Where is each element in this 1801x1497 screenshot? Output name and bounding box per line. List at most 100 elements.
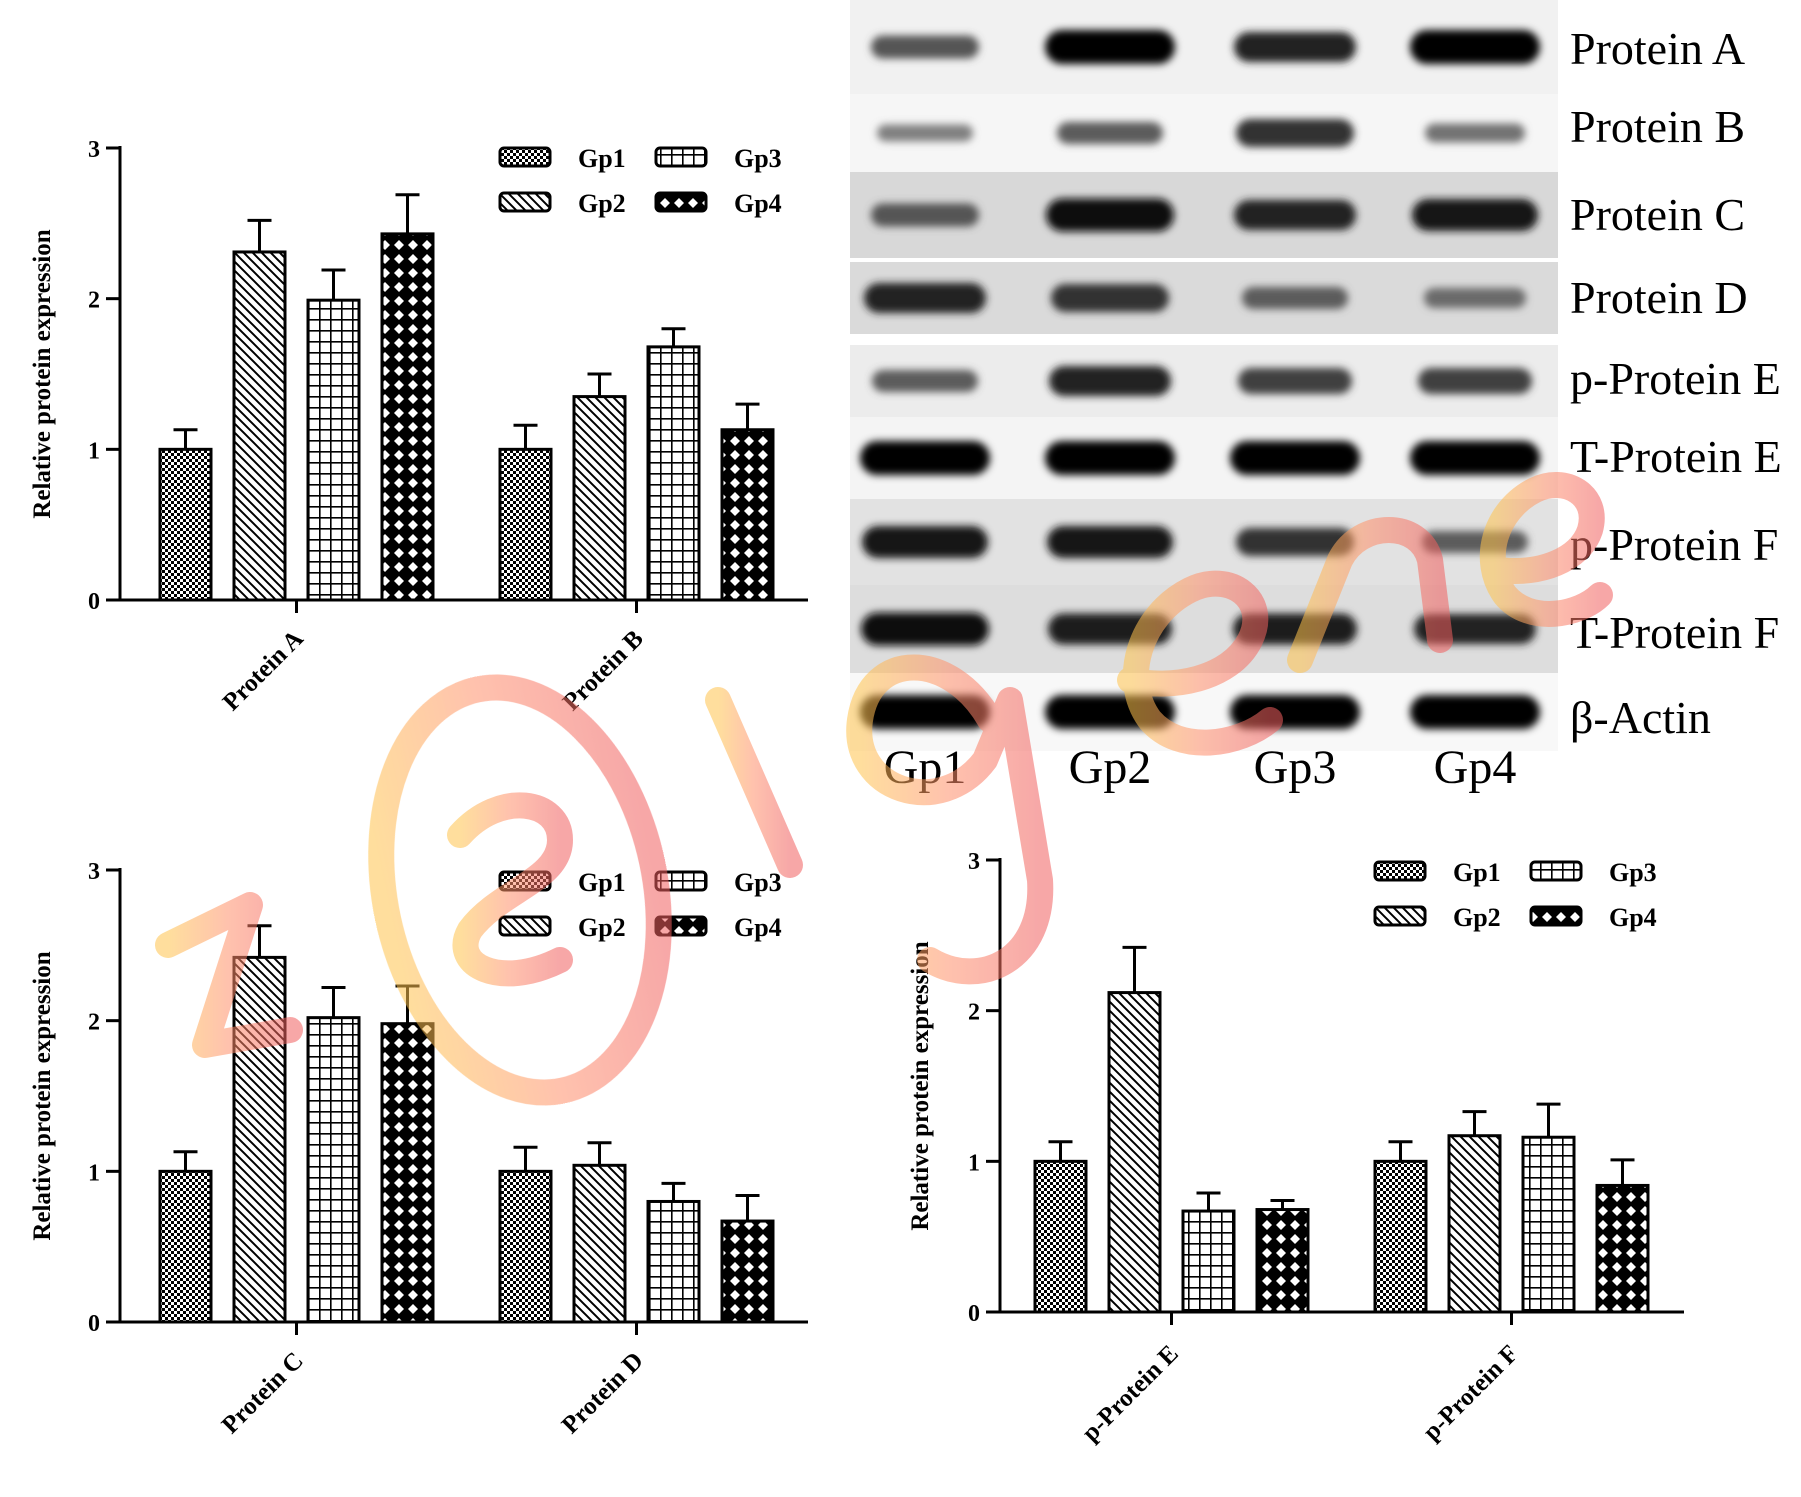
bar-gp1-protein-c <box>158 1169 213 1324</box>
y-axis-label: Relative protein expression <box>29 951 56 1240</box>
band-p-protein-e-gp1 <box>872 370 978 392</box>
bar-gp3-protein-d <box>646 1199 701 1324</box>
band-protein-d-gp1 <box>864 283 986 313</box>
x-category-label: Protein C <box>217 1347 309 1439</box>
legend-swatch-gp1 <box>498 146 552 168</box>
legend-swatch-gp4 <box>1529 905 1583 927</box>
band-protein-c-gp4 <box>1412 199 1538 231</box>
blot-row-label: p-Protein F <box>1570 519 1778 570</box>
bar-gp3-p-protein-f <box>1521 1135 1576 1314</box>
legend-label-gp1: Gp1 <box>578 144 626 173</box>
legend-swatch-gp2 <box>498 191 552 213</box>
y-tick-label: 3 <box>968 849 980 875</box>
band-p-protein-f-gp1 <box>862 526 988 558</box>
blot-row-labels: Protein A Protein B Protein C Protein D p-Pr… <box>1570 23 1782 743</box>
legend-label-gp4: Gp4 <box>734 913 782 942</box>
band-p-protein-e-gp2 <box>1049 366 1171 396</box>
band-protein-d-gp4 <box>1424 288 1526 308</box>
legend-swatch-gp3 <box>1529 860 1583 882</box>
bar-gp2-protein-d <box>572 1163 627 1324</box>
y-tick-label: 0 <box>968 1301 980 1327</box>
legend-label-gp2: Gp2 <box>578 913 626 942</box>
x-category-label: Protein D <box>557 1347 649 1439</box>
legend-label-gp2: Gp2 <box>578 189 626 218</box>
x-category-label: Protein A <box>218 625 309 716</box>
y-tick-label: 1 <box>968 1150 980 1176</box>
bar-gp2-p-protein-e <box>1107 991 1162 1314</box>
blot-lane-label: Gp3 <box>1254 741 1337 794</box>
legend-label-gp4: Gp4 <box>734 189 782 218</box>
band-actin-gp1 <box>860 695 990 729</box>
band-t-protein-f-gp1 <box>861 612 989 646</box>
bar-chart-protein-c-d: 0 1 2 3 Relative protein expression Protein C… <box>29 859 808 1439</box>
blot-lane-label: Gp2 <box>1069 741 1152 794</box>
band-protein-b-gp4 <box>1425 123 1525 143</box>
y-axis-label: Relative protein expression <box>29 229 56 518</box>
legend-label-gp3: Gp3 <box>734 144 782 173</box>
legend-label-gp3: Gp3 <box>1609 858 1657 887</box>
band-protein-c-gp1 <box>871 203 979 227</box>
x-category-label: p-Protein F <box>1418 1340 1524 1446</box>
legend-label-gp4: Gp4 <box>1609 903 1657 932</box>
legend-swatch-gp2 <box>498 915 552 937</box>
bar-gp1-protein-b <box>498 447 553 602</box>
band-p-protein-e-gp3 <box>1238 368 1352 394</box>
blot-row-label: Protein A <box>1570 23 1745 74</box>
bar-gp4-protein-b <box>720 428 775 602</box>
band-protein-b-gp1 <box>877 124 973 142</box>
western-blot-panel: Protein A Protein B Protein C Protein D p-Pr… <box>850 0 1782 794</box>
legend-swatch-gp1 <box>1373 860 1427 882</box>
y-tick-label: 1 <box>88 1160 100 1186</box>
bar-gp4-protein-a <box>380 232 435 602</box>
bar-gp3-protein-a <box>306 298 361 602</box>
bar-gp3-protein-b <box>646 345 701 602</box>
band-p-protein-e-gp4 <box>1418 368 1532 394</box>
y-tick-label: 3 <box>88 137 100 163</box>
band-t-protein-e-gp3 <box>1230 441 1360 475</box>
bar-gp1-protein-a <box>158 447 213 602</box>
bar-gp3-p-protein-e <box>1181 1209 1236 1314</box>
band-t-protein-e-gp1 <box>860 441 990 475</box>
bar-gp2-protein-a <box>232 250 287 602</box>
band-actin-gp4 <box>1410 695 1540 729</box>
bar-gp1-protein-d <box>498 1169 553 1324</box>
blot-row-label: T-Protein E <box>1570 431 1782 482</box>
blot-row-label: p-Protein E <box>1570 353 1781 404</box>
watermark-logo <box>155 472 1613 1106</box>
band-protein-a-gp3 <box>1234 32 1356 62</box>
bar-gp3-protein-c <box>306 1016 361 1324</box>
band-protein-c-gp3 <box>1234 200 1356 230</box>
bar-gp4-protein-c <box>380 1022 435 1324</box>
blot-row-label: β-Actin <box>1570 692 1711 743</box>
blot-lane-label: Gp4 <box>1434 741 1517 794</box>
bar-gp4-protein-d <box>720 1219 775 1324</box>
band-protein-a-gp2 <box>1045 30 1175 64</box>
band-protein-a-gp4 <box>1410 30 1540 64</box>
y-tick-label: 0 <box>88 589 100 615</box>
band-t-protein-e-gp2 <box>1045 441 1175 475</box>
y-tick-label: 3 <box>88 859 100 885</box>
band-protein-d-gp2 <box>1051 284 1169 312</box>
bar-gp1-p-protein-e <box>1033 1159 1088 1314</box>
legend-label-gp1: Gp1 <box>1453 858 1501 887</box>
legend-label-gp2: Gp2 <box>1453 903 1501 932</box>
band-p-protein-f-gp2 <box>1047 526 1173 558</box>
band-protein-d-gp3 <box>1242 287 1348 309</box>
blot-row-label: Protein C <box>1570 189 1745 240</box>
bar-gp1-p-protein-f <box>1373 1159 1428 1314</box>
band-protein-a-gp1 <box>871 35 979 59</box>
blot-row-label: Protein B <box>1570 101 1745 152</box>
legend-label-gp3: Gp3 <box>734 868 782 897</box>
y-axis-label: Relative protein expression <box>907 941 934 1230</box>
y-tick-label: 1 <box>88 438 100 464</box>
legend-swatch-gp2 <box>1373 905 1427 927</box>
legend-label-gp1: Gp1 <box>578 868 626 897</box>
y-tick-label: 2 <box>88 1010 100 1036</box>
y-tick-label: 2 <box>88 288 100 314</box>
band-p-protein-f-gp3 <box>1236 528 1354 556</box>
x-category-label: p-Protein E <box>1077 1340 1184 1447</box>
bar-chart-protein-a-b: 0 1 2 3 Relative protein expression Protein A… <box>29 137 808 716</box>
bar-gp2-p-protein-f <box>1447 1134 1502 1314</box>
bar-gp2-protein-c <box>232 955 287 1324</box>
